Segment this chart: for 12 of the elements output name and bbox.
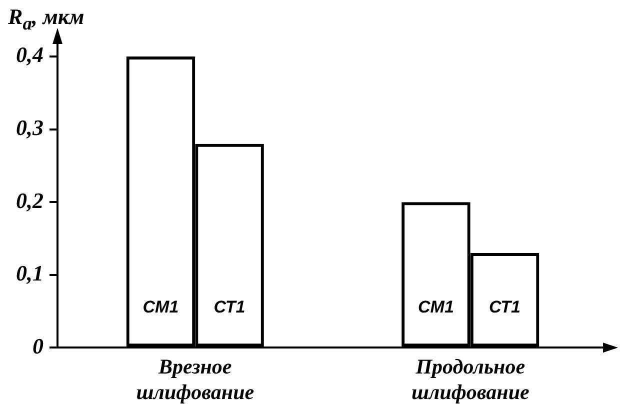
y-tick-label: 0,1 xyxy=(16,260,44,286)
y-axis-title: R$_{a}$, мкм xyxy=(8,4,84,34)
series-label: СМ1 xyxy=(142,297,179,316)
x-tick-label: Продольное шлифование xyxy=(411,354,530,404)
text: СТ1 xyxy=(489,297,521,316)
y-tick-label: 0,2 xyxy=(16,188,44,213)
y-tick-label: 0,3 xyxy=(16,115,44,140)
series-label: СТ1 xyxy=(214,297,246,316)
y-tick-label: 0 xyxy=(32,333,44,358)
y-tick-label: 0,4 xyxy=(16,42,44,68)
x-tick-label: Врезное шлифование xyxy=(136,354,254,404)
text: СМ1 xyxy=(418,297,454,316)
